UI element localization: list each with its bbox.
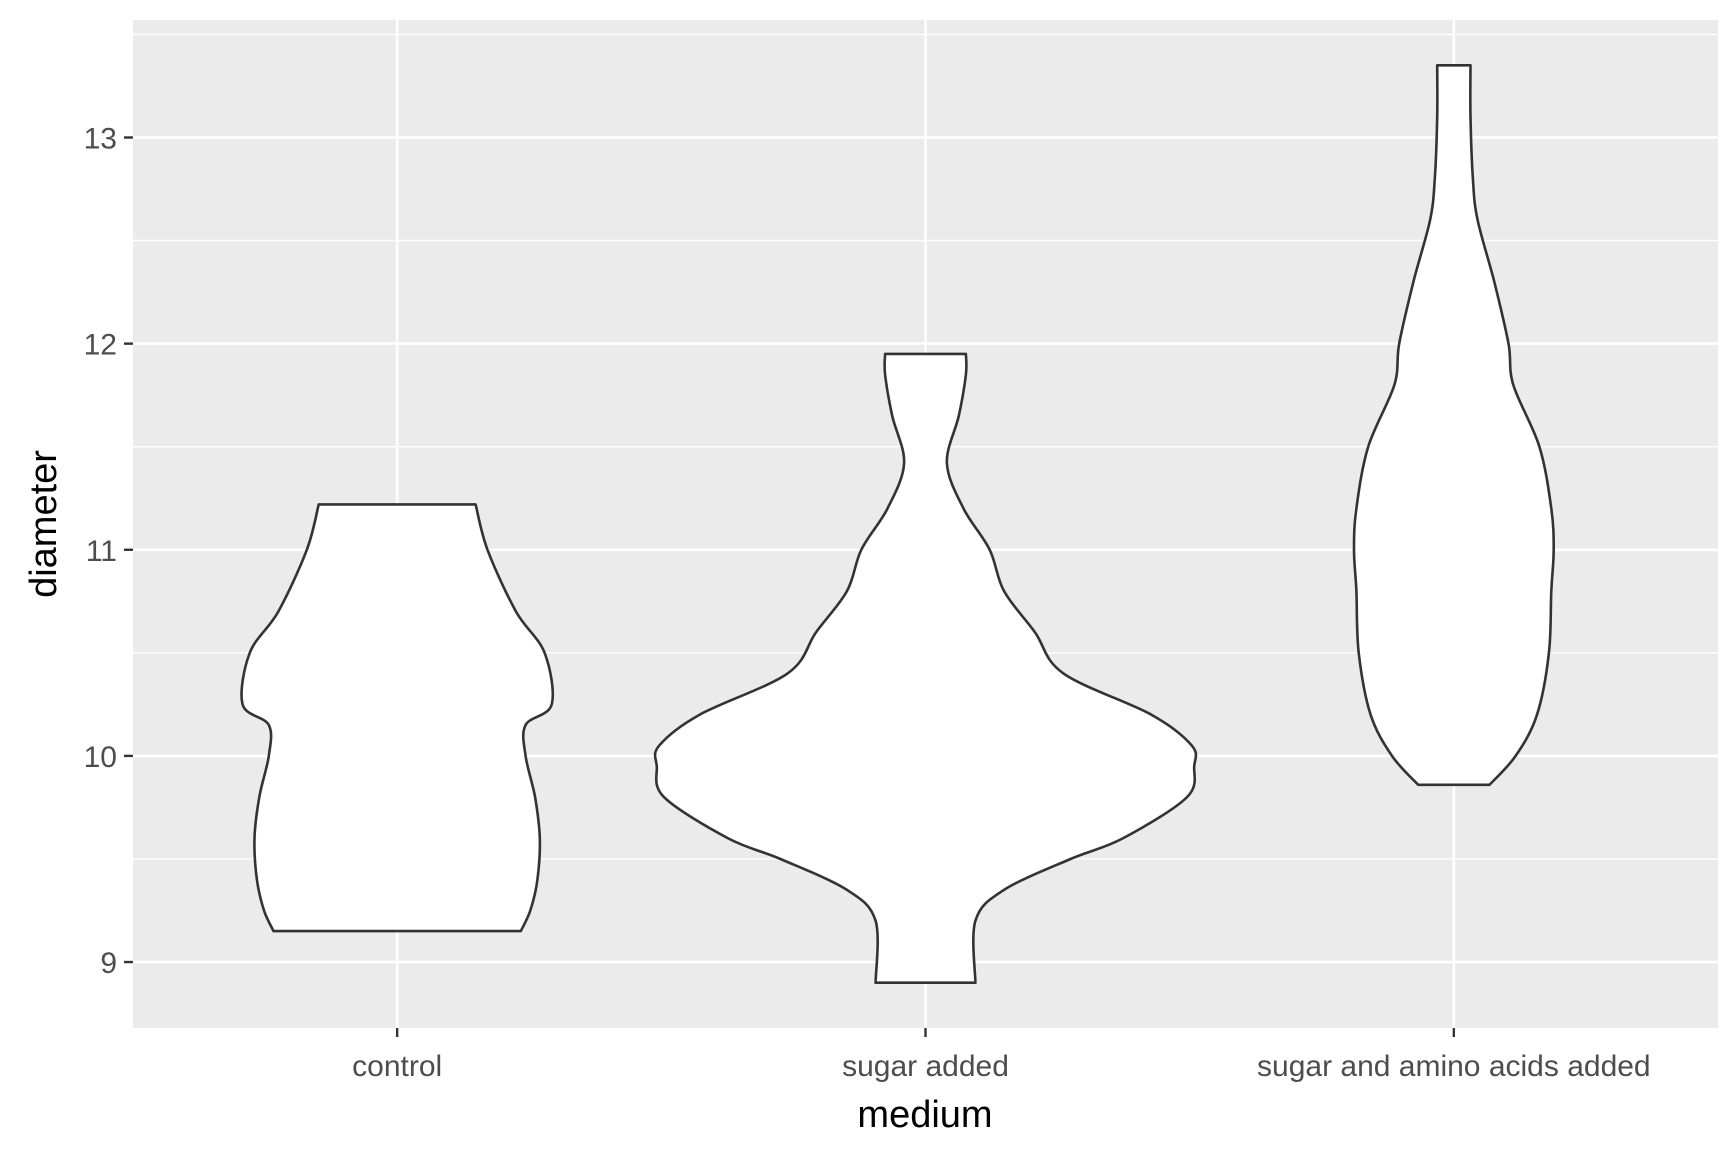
y-tick-label: 13 bbox=[84, 122, 117, 155]
y-tick-label: 10 bbox=[84, 741, 117, 774]
violin-control bbox=[240, 503, 555, 933]
violin-sugar-and-amino-acids-added bbox=[1352, 64, 1555, 787]
violin-sugar-added bbox=[653, 352, 1198, 984]
x-axis-title: medium bbox=[857, 1094, 992, 1136]
violins bbox=[240, 64, 1555, 984]
x-tick-label: control bbox=[352, 1050, 442, 1083]
x-tick-label: sugar added bbox=[842, 1050, 1009, 1083]
y-tick-label: 12 bbox=[84, 329, 117, 362]
x-tick-label: sugar and amino acids added bbox=[1257, 1050, 1651, 1083]
y-axis-title: diameter bbox=[23, 450, 65, 598]
y-tick-label: 11 bbox=[86, 535, 117, 568]
y-tick-label: 9 bbox=[100, 947, 117, 980]
axes: 9 10 11 12 13 control sugar added sugar and ami… bbox=[84, 122, 1651, 1083]
